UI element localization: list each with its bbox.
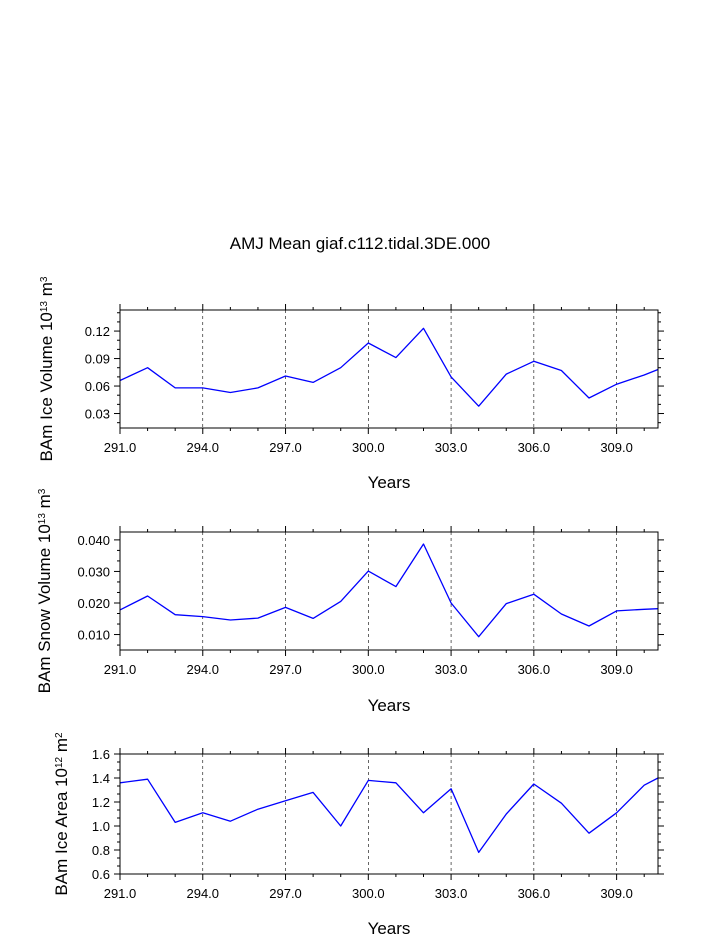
y-tick-label: 0.010	[77, 628, 110, 643]
y-axis-label-part: m	[37, 282, 56, 301]
y-tick-label: 0.03	[85, 407, 110, 422]
x-tick-label: 309.0	[600, 662, 633, 677]
y-axis-label-part: BAm Ice Volume 10	[37, 312, 56, 461]
y-tick-label: 0.020	[77, 596, 110, 611]
y-tick-label: 1.0	[92, 819, 110, 834]
panel-ice-volume: 291.0 294.0 297.0 300.0 303.0 306.0 309.0 0.03 0…	[37, 276, 664, 492]
x-tick-label: 303.0	[435, 662, 468, 677]
x-tick-label: 306.0	[518, 886, 551, 901]
x-axis-label: Years	[368, 919, 411, 935]
y-axis-label-superscript: 2	[54, 732, 65, 738]
series-line	[119, 327, 659, 407]
x-tick-label: 300.0	[352, 886, 385, 901]
y-tick-label: 0.030	[77, 564, 110, 579]
plot-frame	[119, 531, 659, 651]
y-axis-label: BAm Ice Volume 1013 m3	[37, 276, 56, 461]
y-tick-label: 1.6	[92, 747, 110, 762]
x-tick-label: 297.0	[269, 886, 302, 901]
y-axis-label-superscript: 3	[37, 488, 48, 494]
y-axis-label: BAm Snow Volume 1013 m3	[35, 488, 54, 693]
x-tick-label: 291.0	[104, 440, 137, 455]
y-axis-label-superscript: 12	[54, 756, 65, 768]
y-tick-label: 0.6	[92, 867, 110, 882]
x-tick-label: 306.0	[518, 440, 551, 455]
x-axis-label: Years	[368, 696, 411, 715]
x-tick-label: 309.0	[600, 440, 633, 455]
figure-title: AMJ Mean giaf.c112.tidal.3DE.000	[230, 234, 491, 253]
series-line	[119, 543, 659, 638]
series-line	[119, 777, 659, 854]
y-tick-label: 0.06	[85, 379, 110, 394]
y-tick-label: 1.4	[92, 771, 110, 786]
x-tick-label: 303.0	[435, 886, 468, 901]
y-axis-label: BAm Ice Area 1012 m2	[52, 732, 71, 896]
plot-frame	[119, 309, 659, 429]
y-tick-label: 0.8	[92, 843, 110, 858]
x-tick-label: 291.0	[104, 886, 137, 901]
x-tick-label: 294.0	[186, 662, 219, 677]
panel-snow-volume: 291.0 294.0 297.0 300.0 303.0 306.0 309.0 0.010…	[35, 488, 664, 715]
x-tick-label: 303.0	[435, 440, 468, 455]
x-tick-label: 306.0	[518, 662, 551, 677]
y-axis-label-part: BAm Snow Volume 10	[35, 524, 54, 693]
plot-frame	[119, 753, 659, 875]
y-axis-label-superscript: 3	[39, 276, 50, 282]
y-tick-label: 1.2	[92, 795, 110, 810]
x-tick-label: 297.0	[269, 662, 302, 677]
y-tick-label: 0.12	[85, 324, 110, 339]
y-axis-label-part: m	[52, 738, 71, 757]
y-tick-label: 0.040	[77, 533, 110, 548]
x-tick-label: 300.0	[352, 440, 385, 455]
x-tick-label: 300.0	[352, 662, 385, 677]
x-tick-label: 291.0	[104, 662, 137, 677]
y-axis-label-superscript: 13	[39, 301, 50, 313]
y-axis-label-superscript: 13	[37, 513, 48, 525]
x-tick-label: 294.0	[186, 886, 219, 901]
y-tick-label: 0.09	[85, 352, 110, 367]
x-tick-label: 294.0	[186, 440, 219, 455]
x-axis-label: Years	[368, 473, 411, 492]
panel-ice-area: 291.0 294.0 297.0 300.0 303.0 306.0 309.0 0.6 0.…	[52, 732, 664, 935]
x-tick-label: 297.0	[269, 440, 302, 455]
x-tick-label: 309.0	[600, 886, 633, 901]
y-axis-label-part: m	[35, 494, 54, 513]
y-axis-label-part: BAm Ice Area 10	[52, 768, 71, 896]
plots-container: 291.0 294.0 297.0 300.0 303.0 306.0 309.00.030…	[35, 276, 664, 935]
